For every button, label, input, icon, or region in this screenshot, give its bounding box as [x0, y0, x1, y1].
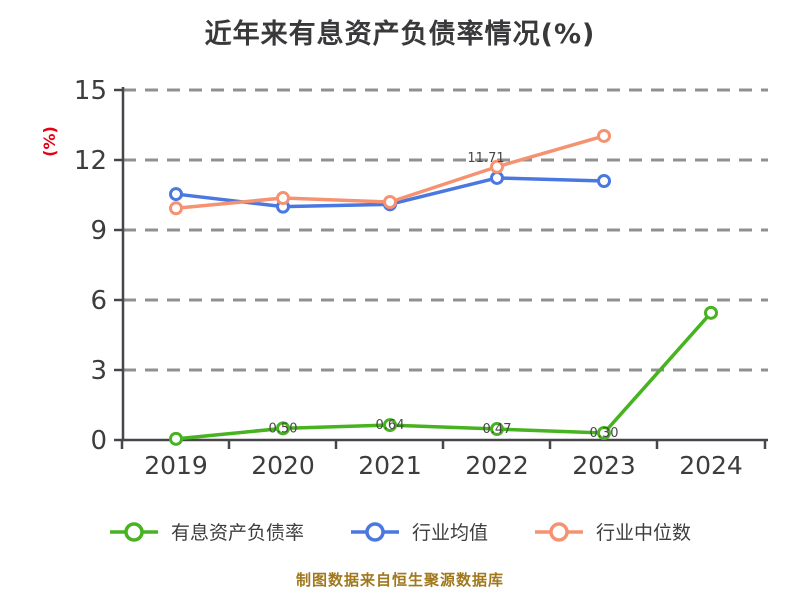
data-source-note: 制图数据来自恒生聚源数据库	[295, 571, 504, 589]
data-point-marker-有息资产负债率-2022	[490, 422, 504, 437]
x-tick-label-2024: 2024	[679, 451, 743, 480]
data-point-marker-行业均值-2023	[597, 174, 611, 188]
x-tick-label-2022: 2022	[465, 451, 529, 480]
data-point-marker-行业中位数-2019	[169, 201, 183, 216]
data-point-marker-行业中位数-2020	[276, 191, 290, 206]
data-point-marker-行业中位数-2023	[597, 128, 611, 143]
data-point-marker-行业均值-2019	[169, 187, 183, 202]
data-point-marker-有息资产负债率-2024	[704, 305, 718, 320]
y-tick-label-12: 12	[74, 146, 107, 176]
legend-label-series1: 有息资产负债率	[170, 522, 304, 544]
x-tick-label-2021: 2021	[358, 451, 422, 480]
data-point-label-行业中位数-2022: 11.71	[467, 151, 504, 166]
data-point-marker-有息资产负债率-2021	[383, 418, 397, 433]
legend-item-series2: 行业均值	[350, 518, 488, 545]
data-point-marker-有息资产负债率-2019	[169, 431, 183, 446]
legend-marker-line-circle	[535, 521, 583, 542]
legend-marker-line-circle	[350, 521, 399, 542]
y-tick-label-0: 0	[90, 426, 107, 456]
y-tick-label-15: 15	[74, 76, 107, 106]
y-tick-label-6: 6	[90, 286, 107, 316]
legend: 有息资产负债率 行业均值 行业中位数	[0, 518, 800, 545]
data-point-marker-有息资产负债率-2020	[276, 421, 290, 436]
x-tick-label-2020: 2020	[251, 451, 315, 480]
chart-title: 近年来有息资产负债率情况(%)	[204, 19, 596, 50]
x-tick-label-2019: 2019	[144, 451, 208, 480]
legend-marker-line-circle	[109, 521, 158, 542]
series-line-有息资产负债率	[175, 311, 713, 441]
legend-label-series2: 行业均值	[411, 522, 488, 544]
data-point-label-有息资产负债率-2020: 0.50	[269, 421, 298, 436]
data-point-label-有息资产负债率-2021: 0.64	[376, 418, 405, 433]
y-tick-label-3: 3	[90, 356, 107, 386]
legend-item-series3: 行业中位数	[534, 518, 691, 545]
data-point-marker-行业中位数-2021	[383, 195, 397, 209]
legend-label-series3: 行业中位数	[596, 522, 692, 544]
data-point-label-有息资产负债率-2022: 0.47	[483, 422, 512, 437]
data-point-marker-行业均值-2022	[490, 170, 504, 185]
legend-item-series1: 有息资产负债率	[109, 518, 304, 545]
data-point-label-有息资产负债率-2023: 0.30	[590, 426, 619, 441]
y-tick-label-9: 9	[90, 216, 107, 246]
x-tick-label-2023: 2023	[572, 451, 636, 480]
data-point-marker-有息资产负债率-2023	[597, 426, 611, 440]
data-point-marker-行业中位数-2022	[490, 159, 504, 174]
